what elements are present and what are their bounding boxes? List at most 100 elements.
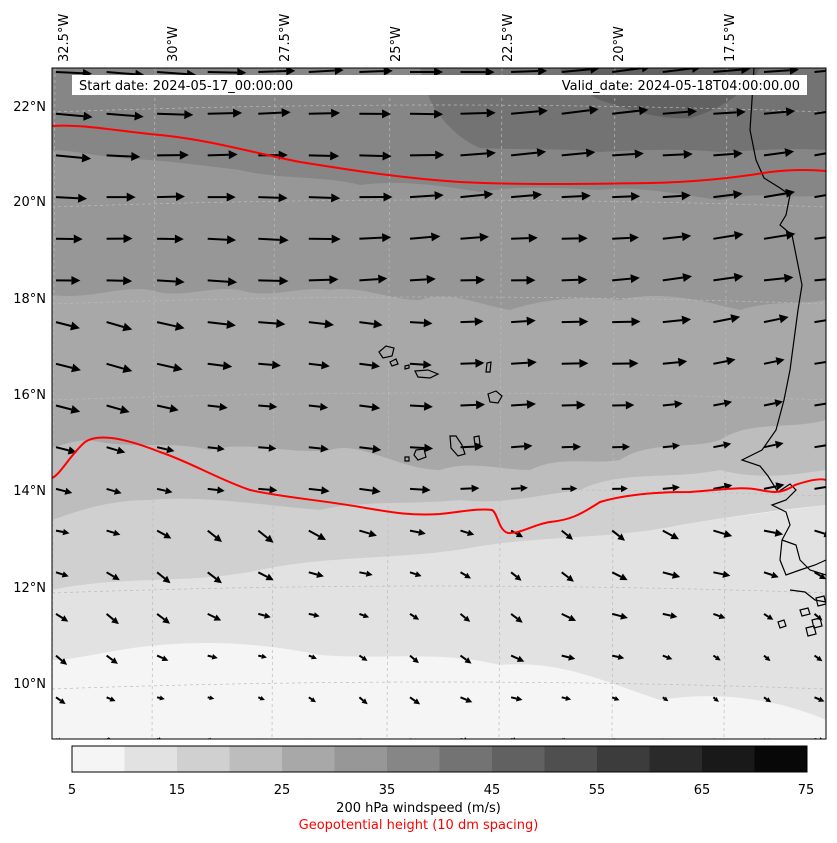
wind-arrow [156, 529, 172, 539]
wind-arrow [561, 275, 588, 285]
wind-arrow [308, 361, 330, 370]
wind-arrow [308, 654, 317, 660]
wind-arrow [612, 68, 650, 73]
wind-arrow [308, 319, 334, 329]
wind-arrow [662, 315, 692, 325]
wind-arrow [55, 528, 70, 536]
wind-arrow [561, 148, 596, 158]
wind-arrow [713, 399, 733, 408]
wind-arrow [510, 654, 525, 662]
wind-arrow [308, 738, 311, 739]
colorbar-segment [754, 746, 808, 772]
wind-arrow [308, 234, 341, 244]
colorbar-tick-55: 55 [589, 783, 606, 798]
wind-arrow [55, 487, 73, 495]
coastlines [378, 68, 826, 637]
lat-label-22n: 22°N [13, 100, 46, 115]
wind-arrow [207, 192, 236, 202]
wind-arrow [359, 109, 391, 119]
wind-arrow [763, 613, 774, 620]
wind-arrow [713, 314, 741, 324]
wind-arrow [511, 400, 536, 409]
wind-arrow [510, 148, 547, 157]
lon-label-27-5w: 27.5°W [278, 14, 293, 62]
wind-arrow [156, 321, 185, 331]
colorbar [71, 745, 808, 773]
wind-arrow [713, 231, 744, 240]
parallel-line [52, 296, 826, 305]
wind-arrow [460, 317, 484, 326]
wind-arrow [662, 107, 697, 117]
wind-arrow [409, 402, 433, 411]
wind-arrow [105, 613, 119, 625]
wind-arrow [713, 356, 736, 366]
wind-arrow [308, 108, 341, 118]
wind-arrow [662, 149, 693, 159]
colorbar-segment [177, 746, 230, 772]
wind-arrow [359, 403, 381, 412]
wind-arrow [55, 193, 88, 203]
wind-arrow [106, 276, 133, 286]
wind-arrow [813, 571, 826, 580]
wind-arrow [358, 654, 368, 661]
wind-arrow [460, 696, 473, 703]
lat-label-10n: 10°N [13, 677, 46, 692]
wind-arrow [157, 150, 189, 160]
wind-arrow [511, 190, 543, 200]
wind-arrow [308, 275, 339, 285]
meridian-line [386, 68, 391, 739]
wind-arrow [612, 274, 640, 284]
wind-arrow [460, 190, 494, 200]
colorbar-segment [229, 746, 283, 772]
colorbar-segment [439, 746, 493, 772]
wind-arrow [55, 153, 92, 163]
wind-arrow [511, 316, 536, 326]
wind-arrow [157, 192, 185, 202]
africa-coastline [740, 68, 826, 576]
wind-arrow [359, 444, 382, 454]
parallel-line [52, 488, 826, 497]
colorbar-segment [597, 746, 650, 772]
geopotential-contour-north [52, 124, 826, 185]
wind-arrow [308, 402, 329, 411]
wind-arrow [814, 529, 826, 538]
wind-arrow [359, 570, 373, 577]
wind-arrow [561, 191, 591, 201]
wind-arrow [814, 360, 826, 365]
wind-arrow [511, 442, 533, 451]
colorbar-segment [282, 746, 335, 772]
wind-arrow [662, 357, 688, 367]
island-sao-nicolau [414, 369, 440, 379]
wind-arrow [308, 612, 320, 618]
wind-arrow [359, 319, 383, 329]
wind-arrow [106, 571, 120, 581]
wind-arrow [561, 529, 573, 540]
wind-arrow [561, 485, 578, 493]
wind-arrow [106, 404, 130, 414]
wind-arrow [510, 613, 523, 623]
colorbar-tick-45: 45 [484, 783, 501, 798]
wind-arrow [207, 361, 233, 371]
lon-label-32-5w: 32.5°W [57, 14, 72, 62]
wind-arrow [258, 653, 267, 659]
wind-arrow [207, 150, 238, 160]
colorbar-segment [72, 746, 125, 772]
wind-arrow [308, 529, 326, 540]
colorbar-tick-35: 35 [379, 783, 396, 798]
wind-arrow [460, 484, 480, 493]
wind-arrow [612, 106, 649, 116]
wind-arrow [308, 68, 344, 75]
wind-arrow [207, 444, 225, 452]
island-santa-luzia [404, 364, 410, 370]
colorbar-segment [702, 746, 755, 772]
wind-arrow [55, 571, 69, 578]
wind-arrow [763, 357, 785, 366]
wind-arrow [156, 571, 171, 584]
wind-arrow [763, 148, 795, 157]
wind-arrow [207, 486, 225, 494]
wind-arrow [105, 654, 118, 664]
wind-arrow [358, 696, 368, 705]
wind-arrow [258, 276, 289, 286]
guinea-bissau-coast [781, 539, 826, 603]
